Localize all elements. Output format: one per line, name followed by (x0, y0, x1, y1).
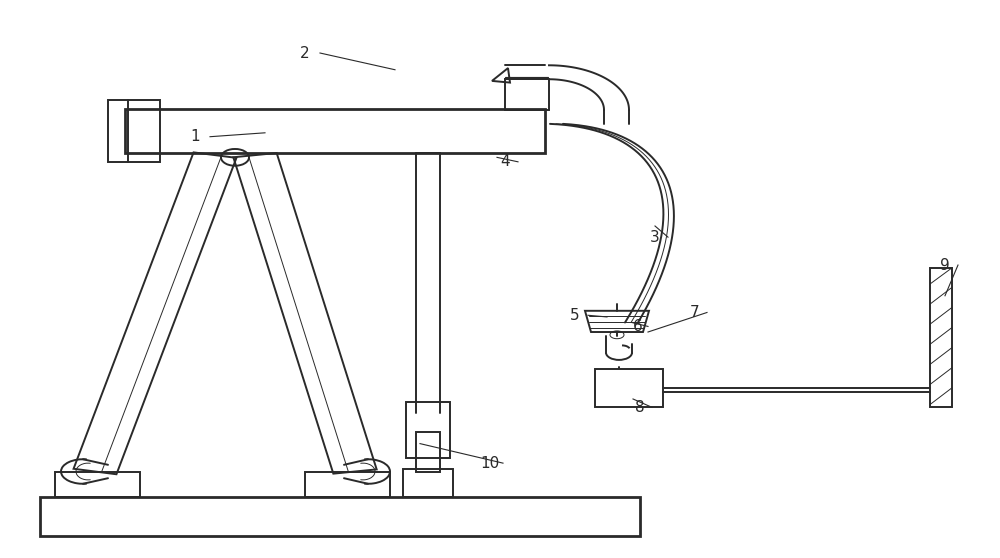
Text: 4: 4 (500, 155, 510, 169)
Text: 7: 7 (690, 305, 700, 320)
Text: 8: 8 (635, 400, 645, 415)
Bar (125, 109, 545, 153)
Bar (403, 469, 453, 497)
Bar (505, 79, 549, 110)
Text: 9: 9 (940, 258, 950, 272)
Bar (406, 402, 450, 458)
Bar (305, 472, 390, 497)
Bar (108, 100, 160, 162)
Text: 3: 3 (650, 230, 660, 244)
Text: 6: 6 (633, 319, 643, 334)
Text: 10: 10 (480, 456, 500, 470)
Bar (40, 497, 640, 536)
Text: 1: 1 (190, 129, 200, 144)
Bar (416, 432, 440, 472)
Text: 5: 5 (570, 308, 580, 323)
Bar (55, 472, 140, 497)
Text: 2: 2 (300, 46, 310, 60)
Bar (595, 369, 663, 407)
Bar (930, 268, 952, 407)
